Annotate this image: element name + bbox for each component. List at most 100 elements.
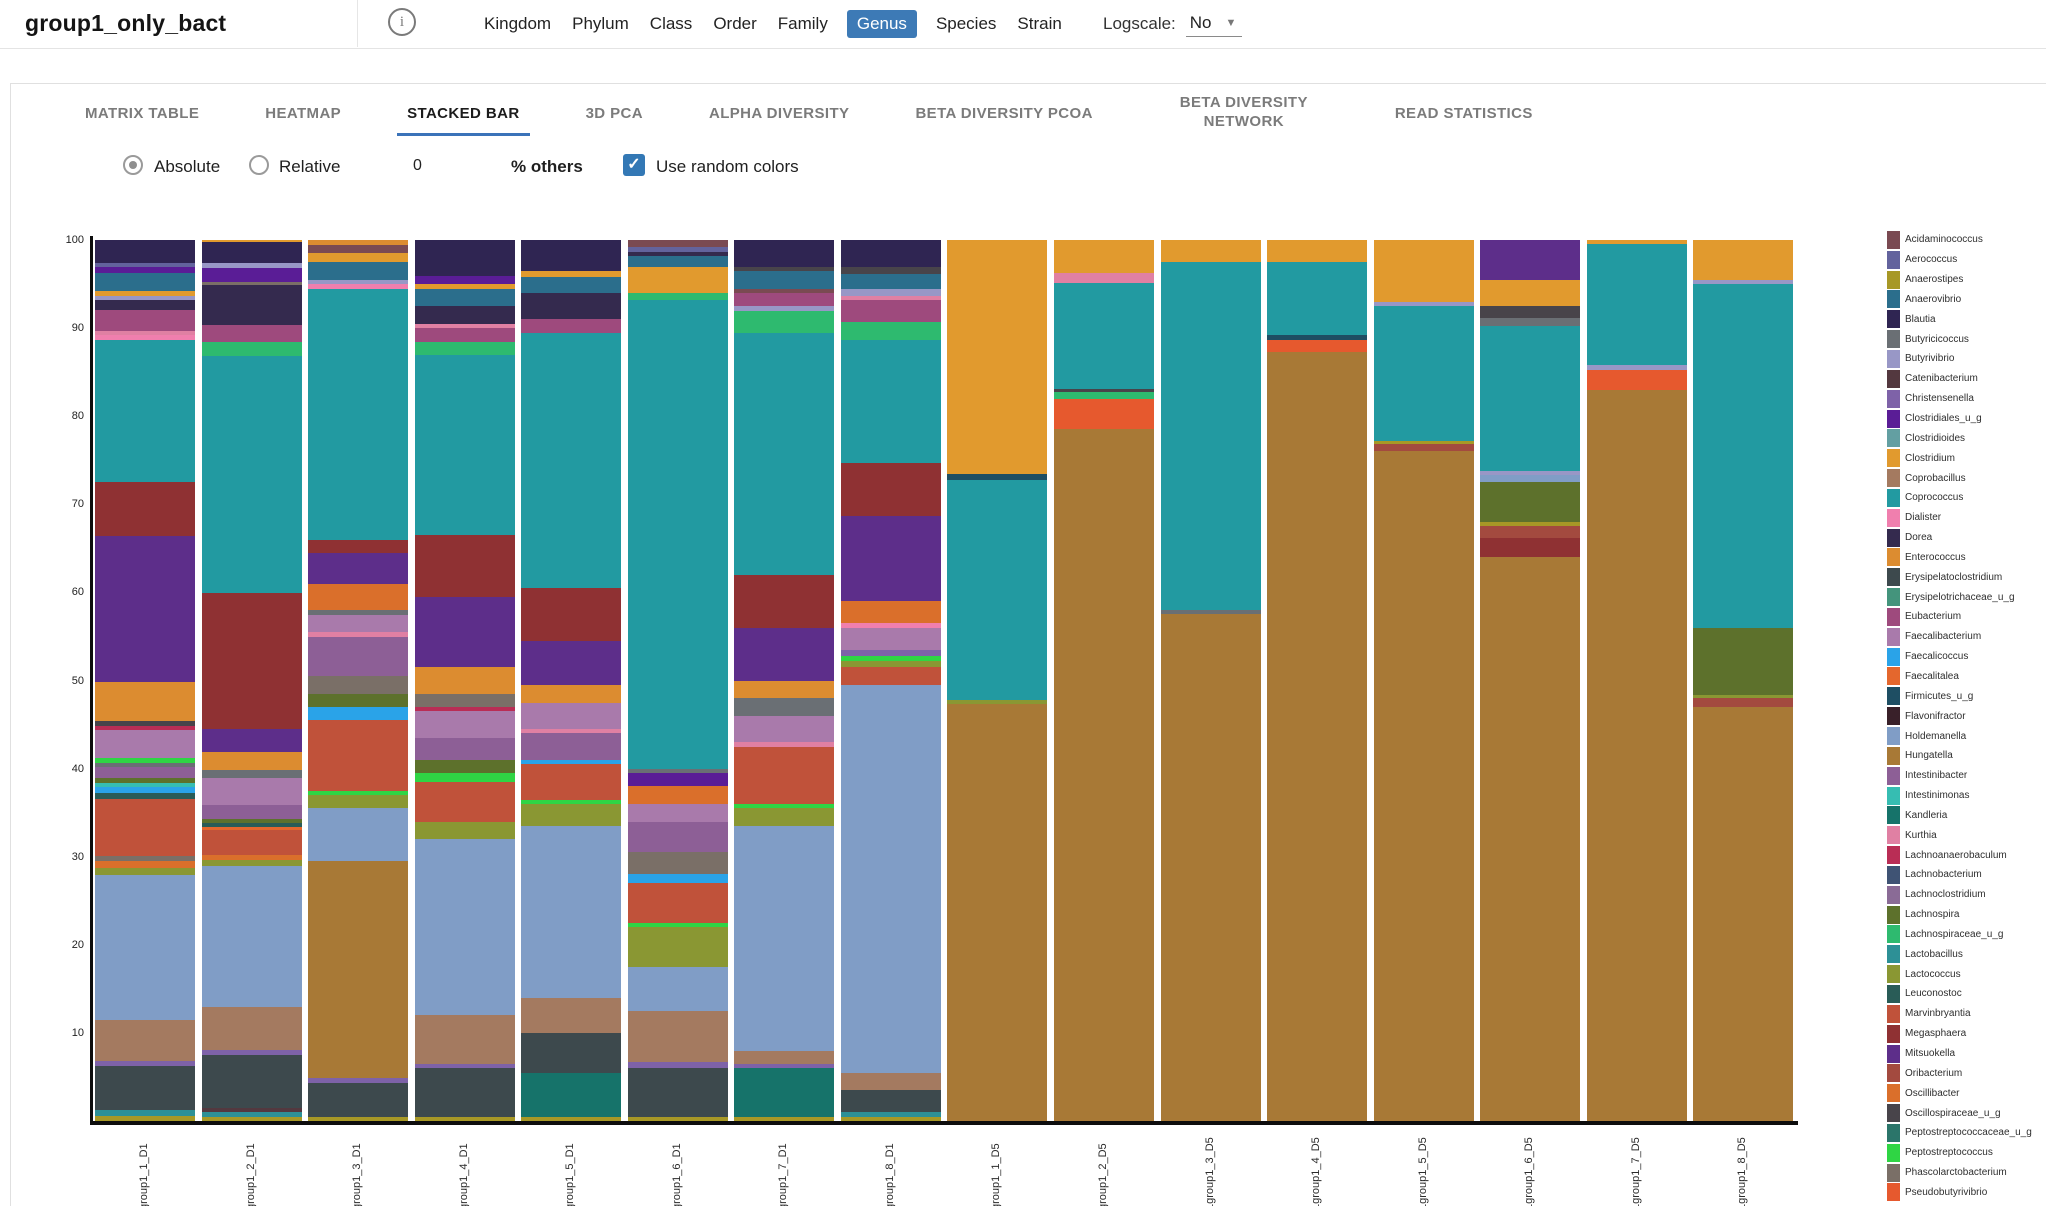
segment-Oscillibacter[interactable] bbox=[627, 786, 728, 804]
segment-Anaerostipes[interactable] bbox=[414, 1116, 515, 1121]
segment-Eubacterium[interactable] bbox=[414, 328, 515, 342]
segment-Coprobacillus[interactable] bbox=[201, 1006, 302, 1050]
segment-Clostridium[interactable] bbox=[414, 284, 515, 289]
segment-Faecalibacterium[interactable] bbox=[521, 702, 622, 730]
segment-Anaerostipes[interactable] bbox=[521, 1117, 622, 1121]
taxonomy-level-order[interactable]: Order bbox=[713, 14, 757, 33]
segment-Lactococcus[interactable] bbox=[95, 868, 195, 876]
tab-beta-diversity-pcoa[interactable]: BETA DIVERSITY PCOA bbox=[915, 104, 1093, 122]
segment-Coprobacillus[interactable] bbox=[627, 1010, 728, 1062]
segment-Anaerostipes[interactable] bbox=[734, 1116, 835, 1121]
segment-Marvinbryantia[interactable] bbox=[95, 799, 195, 856]
segment-Acidaminococcus[interactable] bbox=[627, 240, 728, 248]
segment-Butyrivibrio[interactable] bbox=[840, 288, 941, 296]
segment-Erysipelatoclostridium[interactable] bbox=[840, 1090, 941, 1113]
segment-Kandleria[interactable] bbox=[734, 1068, 835, 1117]
tab-3d-pca[interactable]: 3D PCA bbox=[585, 104, 643, 122]
segment-Clostridiales_u_g[interactable] bbox=[627, 773, 728, 787]
segment-Oscillibacter[interactable] bbox=[95, 861, 195, 869]
tab-alpha-diversity[interactable]: ALPHA DIVERSITY bbox=[708, 104, 850, 122]
segment-Anaerovibrio[interactable] bbox=[840, 273, 941, 289]
segment-Lachnospira[interactable] bbox=[308, 693, 409, 708]
segment-Kurthia[interactable] bbox=[95, 330, 195, 336]
segment-Enterococcus[interactable] bbox=[521, 685, 622, 703]
segment-Butyricicoccus[interactable] bbox=[1480, 317, 1581, 327]
segment-Coprococcus[interactable] bbox=[1480, 326, 1581, 471]
segment-Butyricicoccus[interactable] bbox=[201, 769, 302, 779]
segment-Coprococcus[interactable] bbox=[308, 288, 409, 540]
segment-Acidaminococcus[interactable] bbox=[308, 244, 409, 254]
taxonomy-level-phylum[interactable]: Phylum bbox=[572, 14, 629, 33]
segment-Phascolarctobacterium[interactable] bbox=[95, 855, 195, 862]
segment-Anaerostipes[interactable] bbox=[1373, 440, 1474, 445]
segment-Megasphaera[interactable] bbox=[201, 593, 302, 730]
segment-Coprococcus[interactable] bbox=[840, 339, 941, 464]
segment-Eubacterium[interactable] bbox=[95, 309, 195, 331]
segment-Coprococcus[interactable] bbox=[1160, 262, 1261, 611]
segment-Mitsuokella[interactable] bbox=[521, 640, 622, 686]
segment-Lachnospiraceae_u_g[interactable] bbox=[627, 293, 728, 301]
segment-Lachnospira[interactable] bbox=[201, 818, 302, 824]
bar-1group1_5_D5[interactable] bbox=[1373, 240, 1474, 1121]
segment-Coprococcus[interactable] bbox=[1373, 306, 1474, 441]
segment-Firmicutes_u_g[interactable] bbox=[947, 474, 1048, 480]
segment-Pseudobutyrivibrio[interactable] bbox=[1267, 339, 1368, 352]
bar-group1_5_D1[interactable] bbox=[521, 240, 622, 1121]
segment-Marvinbryantia[interactable] bbox=[201, 830, 302, 856]
segment-Firmicutes_u_g[interactable] bbox=[1267, 335, 1368, 340]
segment-Coprobacillus[interactable] bbox=[414, 1015, 515, 1064]
segment-Clostridium[interactable] bbox=[1373, 240, 1474, 302]
segment-Butyrivibrio[interactable] bbox=[1480, 470, 1581, 476]
segment-Dorea[interactable] bbox=[201, 285, 302, 325]
segment-Erysipelatoclostridium[interactable] bbox=[627, 1068, 728, 1117]
segment-Kurthia[interactable] bbox=[1054, 272, 1155, 284]
segment-Christensenella[interactable] bbox=[308, 1077, 409, 1084]
segment-Lachnoanaerobaculum[interactable] bbox=[414, 707, 515, 712]
segment-Holdemanella[interactable] bbox=[840, 684, 941, 1073]
segment-Butyricicoccus[interactable] bbox=[627, 768, 728, 774]
segment-Christensenella[interactable] bbox=[95, 1061, 195, 1067]
segment-Oribacterium[interactable] bbox=[1480, 526, 1581, 538]
segment-Megasphaera[interactable] bbox=[95, 482, 195, 537]
segment-Intestinibacter[interactable] bbox=[627, 821, 728, 853]
segment-Mitsuokella[interactable] bbox=[201, 729, 302, 753]
segment-Mitsuokella[interactable] bbox=[308, 552, 409, 584]
segment-Lachnospira[interactable] bbox=[414, 759, 515, 774]
segment-Faecalicoccus[interactable] bbox=[627, 874, 728, 884]
tab-heatmap[interactable]: HEATMAP bbox=[265, 104, 342, 122]
segment-Blautia[interactable] bbox=[840, 240, 941, 267]
segment-Enterococcus[interactable] bbox=[414, 667, 515, 694]
segment-Marvinbryantia[interactable] bbox=[627, 883, 728, 923]
segment-Coprococcus[interactable] bbox=[734, 332, 835, 575]
percent-others-input[interactable] bbox=[411, 152, 469, 180]
segment-Eubacterium[interactable] bbox=[201, 324, 302, 343]
segment-Megasphaera[interactable] bbox=[308, 539, 409, 553]
segment-Hungatella[interactable] bbox=[1373, 451, 1474, 1121]
segment-Coprobacillus[interactable] bbox=[521, 997, 622, 1033]
segment-Anaerostipes[interactable] bbox=[95, 1115, 195, 1121]
segment-Marvinbryantia[interactable] bbox=[414, 781, 515, 822]
segment-Anaerostipes[interactable] bbox=[201, 1116, 302, 1121]
segment-Kurthia[interactable] bbox=[521, 729, 622, 734]
segment-Holdemanella[interactable] bbox=[627, 966, 728, 1011]
segment-Coprococcus[interactable] bbox=[95, 339, 195, 483]
taxonomy-level-family[interactable]: Family bbox=[777, 14, 828, 33]
segment-Megasphaera[interactable] bbox=[734, 574, 835, 628]
segment-Oscillospiraceae_u_g[interactable] bbox=[840, 266, 941, 274]
segment-Anaerovibrio[interactable] bbox=[95, 272, 195, 292]
segment-Hungatella[interactable] bbox=[947, 704, 1048, 1121]
segment-Lactobacillus[interactable] bbox=[95, 1110, 195, 1116]
segment-Anaerostipes[interactable] bbox=[840, 1116, 941, 1121]
taxonomy-level-class[interactable]: Class bbox=[649, 14, 693, 33]
segment-Erysipelatoclostridium[interactable] bbox=[414, 1068, 515, 1117]
segment-Peptostreptococcus[interactable] bbox=[734, 803, 835, 809]
segment-Oscillospiraceae_u_g[interactable] bbox=[1054, 388, 1155, 393]
segment-Christensenella[interactable] bbox=[414, 1063, 515, 1069]
segment-Kandleria[interactable] bbox=[521, 1073, 622, 1118]
segment-Lactococcus[interactable] bbox=[1693, 694, 1794, 699]
segment-Blautia[interactable] bbox=[734, 240, 835, 267]
segment-Eubacterium[interactable] bbox=[521, 319, 622, 333]
segment-Leuconostoc[interactable] bbox=[95, 793, 195, 800]
segment-Acidaminococcus[interactable] bbox=[734, 288, 835, 294]
segment-Oscillibacter[interactable] bbox=[308, 583, 409, 611]
